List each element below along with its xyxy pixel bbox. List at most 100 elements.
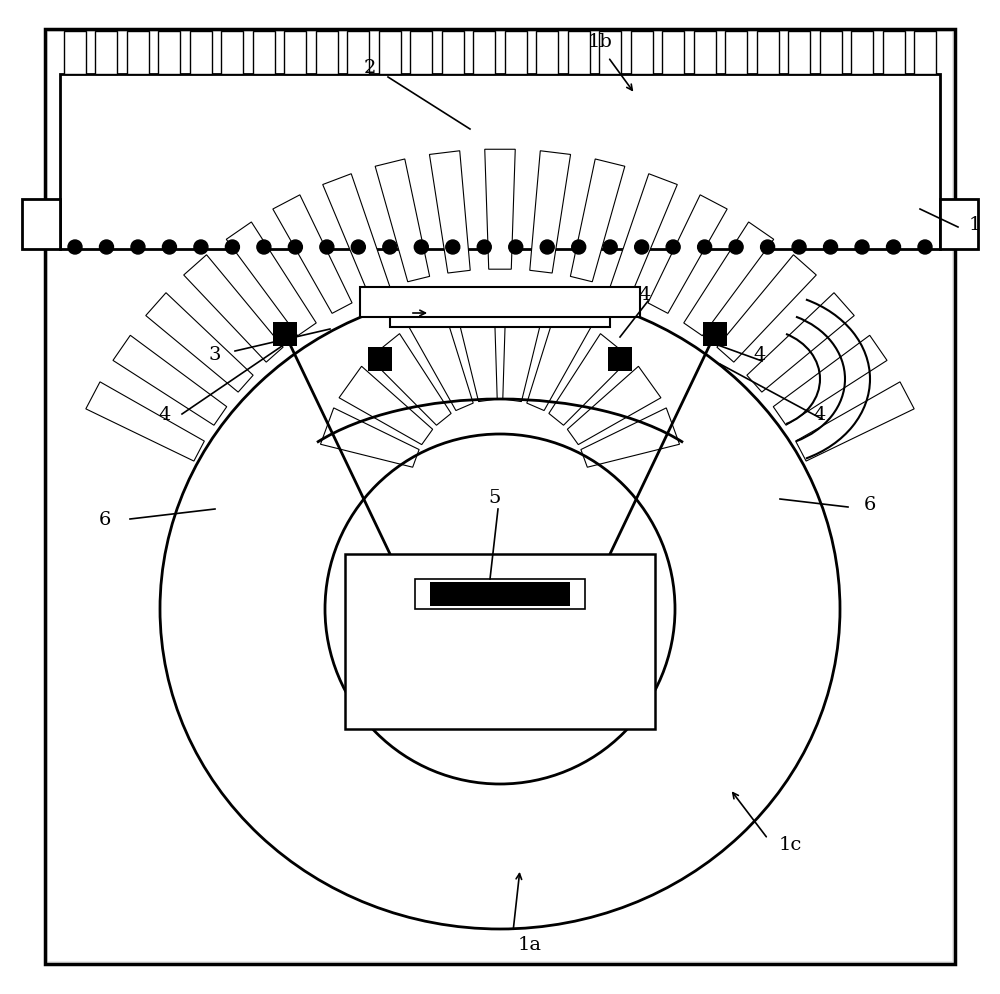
Text: 5: 5: [489, 488, 501, 507]
Bar: [442, 32, 464, 75]
Circle shape: [68, 241, 82, 254]
Polygon shape: [796, 383, 914, 461]
Text: 4: 4: [159, 406, 171, 423]
Polygon shape: [717, 255, 816, 363]
Text: 6: 6: [99, 511, 111, 529]
Bar: [608, 348, 632, 372]
Bar: [473, 32, 495, 75]
Bar: [757, 32, 779, 75]
Circle shape: [540, 241, 554, 254]
Bar: [568, 32, 590, 75]
Bar: [536, 32, 558, 75]
Polygon shape: [567, 367, 661, 445]
Polygon shape: [485, 150, 515, 270]
Bar: [725, 32, 747, 75]
Text: 3: 3: [209, 346, 221, 364]
Circle shape: [477, 241, 491, 254]
Circle shape: [446, 241, 460, 254]
Circle shape: [855, 241, 869, 254]
Bar: [694, 32, 716, 75]
Polygon shape: [320, 409, 419, 468]
Polygon shape: [113, 336, 227, 425]
Bar: [253, 32, 275, 75]
Bar: [95, 32, 117, 75]
Circle shape: [792, 241, 806, 254]
Bar: [631, 32, 653, 75]
Bar: [415, 580, 585, 609]
Polygon shape: [530, 152, 571, 273]
Circle shape: [288, 241, 302, 254]
Bar: [430, 582, 570, 606]
Polygon shape: [503, 305, 544, 403]
Polygon shape: [610, 175, 677, 296]
Circle shape: [131, 241, 145, 254]
Polygon shape: [549, 334, 631, 425]
Circle shape: [824, 241, 838, 254]
Polygon shape: [527, 313, 591, 412]
Text: 1a: 1a: [518, 935, 542, 953]
Polygon shape: [429, 152, 470, 273]
Bar: [345, 555, 655, 730]
Circle shape: [635, 241, 649, 254]
Bar: [379, 32, 401, 75]
Text: 4: 4: [639, 285, 651, 304]
Bar: [64, 32, 86, 75]
Bar: [703, 323, 727, 347]
Bar: [347, 32, 369, 75]
Circle shape: [225, 241, 239, 254]
Circle shape: [761, 241, 775, 254]
Bar: [273, 323, 297, 347]
Bar: [284, 32, 306, 75]
Bar: [390, 300, 610, 328]
Circle shape: [887, 241, 901, 254]
Bar: [22, 200, 60, 249]
Circle shape: [383, 241, 397, 254]
Polygon shape: [684, 223, 774, 336]
Polygon shape: [273, 196, 352, 314]
Circle shape: [194, 241, 208, 254]
Polygon shape: [184, 255, 283, 363]
Bar: [851, 32, 873, 75]
Bar: [914, 32, 936, 75]
Bar: [60, 75, 940, 249]
Polygon shape: [369, 334, 451, 425]
Bar: [368, 348, 392, 372]
Polygon shape: [146, 293, 253, 393]
Polygon shape: [570, 160, 625, 282]
Polygon shape: [375, 160, 430, 282]
Bar: [221, 32, 243, 75]
Circle shape: [509, 241, 523, 254]
Bar: [662, 32, 684, 75]
Circle shape: [603, 241, 617, 254]
Ellipse shape: [160, 289, 840, 929]
Bar: [127, 32, 149, 75]
Circle shape: [698, 241, 712, 254]
Circle shape: [99, 241, 113, 254]
Polygon shape: [648, 196, 727, 314]
Text: 6: 6: [864, 495, 876, 514]
Circle shape: [414, 241, 428, 254]
Text: 4: 4: [814, 406, 826, 423]
Bar: [190, 32, 212, 75]
Polygon shape: [747, 293, 854, 393]
Text: 2: 2: [364, 59, 376, 77]
Circle shape: [351, 241, 365, 254]
Polygon shape: [339, 367, 433, 445]
Text: 1c: 1c: [778, 835, 802, 853]
Bar: [788, 32, 810, 75]
Text: 1: 1: [969, 216, 981, 234]
Polygon shape: [581, 409, 680, 468]
Polygon shape: [409, 313, 473, 412]
Polygon shape: [456, 305, 497, 403]
Polygon shape: [323, 175, 390, 296]
Bar: [316, 32, 338, 75]
Polygon shape: [226, 223, 316, 336]
Circle shape: [572, 241, 586, 254]
Bar: [883, 32, 905, 75]
Bar: [158, 32, 180, 75]
Bar: [505, 32, 527, 75]
Circle shape: [320, 241, 334, 254]
Polygon shape: [773, 336, 887, 425]
Polygon shape: [86, 383, 204, 461]
Circle shape: [918, 241, 932, 254]
